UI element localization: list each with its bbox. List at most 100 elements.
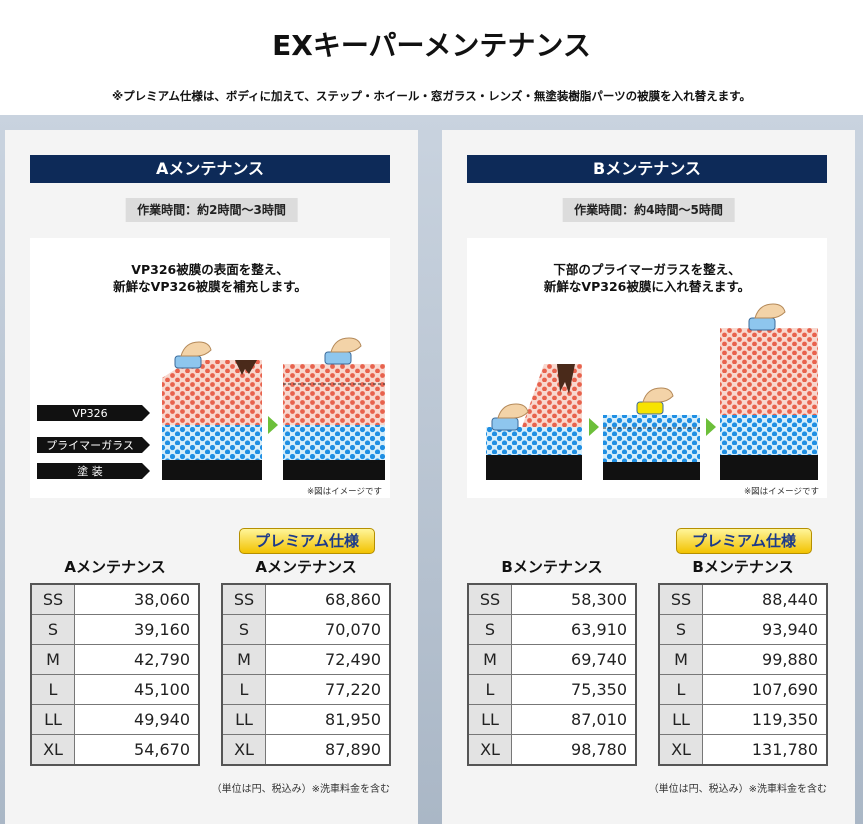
price-cell: 39,160 xyxy=(74,614,200,645)
panel-heading: Bメンテナンス xyxy=(467,155,827,183)
price-row: L 77,220 xyxy=(221,674,391,705)
diagram-caption: 新鮮なVP326被膜を補充します。 xyxy=(113,279,307,294)
layer-label-bg xyxy=(37,463,150,479)
panel: Aメンテナンス作業時間：約2時間〜3時間 VP326被膜の表面を整え、新鮮なVP… xyxy=(5,130,418,824)
price-cell: 54,670 xyxy=(74,734,200,766)
size-cell: L xyxy=(658,674,703,705)
diagram-caption: 新鮮なVP326被膜に入れ替えます。 xyxy=(544,279,750,294)
size-cell: M xyxy=(30,644,75,675)
price-cell: 63,910 xyxy=(511,614,637,645)
size-cell: S xyxy=(467,614,512,645)
price-row: S 39,160 xyxy=(30,614,200,645)
sponge xyxy=(636,401,664,415)
price-table: SS 88,440 S 93,940 M 99,880 L 107,690 LL 119,350 X… xyxy=(658,583,828,766)
coating-layer xyxy=(720,328,818,415)
layer-label: VP326 xyxy=(72,407,107,420)
price-row: XL 98,780 xyxy=(467,734,637,766)
size-cell: LL xyxy=(467,704,512,735)
price-row: L 75,350 xyxy=(467,674,637,705)
price-row: M 42,790 xyxy=(30,644,200,675)
size-cell: SS xyxy=(221,583,266,615)
layer-label: プライマーガラス xyxy=(46,439,134,452)
price-table: SS 68,860 S 70,070 M 72,490 L 77,220 LL 81,950 XL 8… xyxy=(221,583,391,766)
size-cell: LL xyxy=(658,704,703,735)
price-cell: 69,740 xyxy=(511,644,637,675)
paint-edge xyxy=(486,452,582,461)
price-row: SS 68,860 xyxy=(221,583,391,615)
panel-heading: Aメンテナンス xyxy=(30,155,390,183)
coating-layer xyxy=(162,360,262,425)
price-row: S 70,070 xyxy=(221,614,391,645)
price-cell: 88,440 xyxy=(702,583,828,615)
table-title: Bメンテナンス xyxy=(692,558,794,576)
price-cell: 77,220 xyxy=(265,674,391,705)
price-row: SS 38,060 xyxy=(30,583,200,615)
price-cell: 58,300 xyxy=(511,583,637,615)
size-cell: L xyxy=(467,674,512,705)
step-arrow xyxy=(706,418,716,436)
size-cell: XL xyxy=(221,734,266,766)
size-cell: M xyxy=(467,644,512,675)
scratch xyxy=(235,360,257,375)
size-cell: SS xyxy=(467,583,512,615)
step-arrow xyxy=(589,418,599,436)
sponge xyxy=(324,351,352,365)
price-table: SS 38,060 S 39,160 M 42,790 L 45,100 LL 49,940 XL 5… xyxy=(30,583,200,766)
price-cell: 98,780 xyxy=(511,734,637,766)
hand xyxy=(180,341,212,357)
primer-layer xyxy=(162,425,262,460)
size-cell: XL xyxy=(30,734,75,766)
price-row: L 107,690 xyxy=(658,674,828,705)
price-table: SS 58,300 S 63,910 M 69,740 L 75,350 LL 87,010 XL 9… xyxy=(467,583,637,766)
size-cell: M xyxy=(658,644,703,675)
price-cell: 38,060 xyxy=(74,583,200,615)
price-row: XL 54,670 xyxy=(30,734,200,766)
size-cell: XL xyxy=(467,734,512,766)
paint-edge xyxy=(162,457,262,466)
paint-edge xyxy=(603,459,700,468)
size-cell: L xyxy=(221,674,266,705)
price-cell: 81,950 xyxy=(265,704,391,735)
price-row: LL 49,940 xyxy=(30,704,200,735)
footnote: （単位は円、税込み）※洗車料金を含む xyxy=(648,784,827,795)
footnote: （単位は円、税込み）※洗車料金を含む xyxy=(211,784,390,795)
hand xyxy=(642,387,674,403)
price-cell: 75,350 xyxy=(511,674,637,705)
size-cell: L xyxy=(30,674,75,705)
price-cell: 49,940 xyxy=(74,704,200,735)
panel: Bメンテナンス 作業時間：約4時間〜5時間 下部のプライマーガラスを整え、 新鮮なV… xyxy=(442,130,855,824)
price-row: SS 58,300 xyxy=(467,583,637,615)
price-cell: 45,100 xyxy=(74,674,200,705)
primer-layer xyxy=(283,425,385,460)
price-cell: 119,350 xyxy=(702,704,828,735)
layer-label: 塗 装 xyxy=(77,464,103,478)
work-time: 作業時間：約4時間〜5時間 xyxy=(562,198,735,222)
diagram-caption: 下部のプライマーガラスを整え、 xyxy=(553,262,740,277)
hand xyxy=(754,303,786,319)
price-row: M 99,880 xyxy=(658,644,828,675)
price-row: XL 87,890 xyxy=(221,734,391,766)
paint-edge xyxy=(720,452,818,461)
size-cell: S xyxy=(658,614,703,645)
price-cell: 70,070 xyxy=(265,614,391,645)
price-row: S 63,910 xyxy=(467,614,637,645)
premium-badge: プレミアム仕様 xyxy=(676,528,812,554)
image-note: ※図はイメージです xyxy=(307,487,382,497)
table-title: Bメンテナンス xyxy=(501,558,603,576)
price-cell: 93,940 xyxy=(702,614,828,645)
sponge xyxy=(174,355,202,369)
diagram: VP326被膜の表面を整え、新鮮なVP326被膜を補充します。 ※図はイメージです… xyxy=(30,238,390,498)
price-row: LL 119,350 xyxy=(658,704,828,735)
image-note: ※図はイメージです xyxy=(744,487,819,497)
size-cell: LL xyxy=(221,704,266,735)
price-cell: 107,690 xyxy=(702,674,828,705)
size-cell: XL xyxy=(658,734,703,766)
diagram: 下部のプライマーガラスを整え、新鮮なVP326被膜に入れ替えます。 ※図はイメージ… xyxy=(467,238,827,498)
work-time: 作業時間：約2時間〜3時間 xyxy=(125,198,298,222)
primer-layer xyxy=(720,415,818,455)
paint-edge xyxy=(283,457,385,466)
scratch xyxy=(557,364,575,394)
price-cell: 87,890 xyxy=(265,734,391,766)
diagram-caption: VP326被膜の表面を整え、 xyxy=(131,262,288,277)
